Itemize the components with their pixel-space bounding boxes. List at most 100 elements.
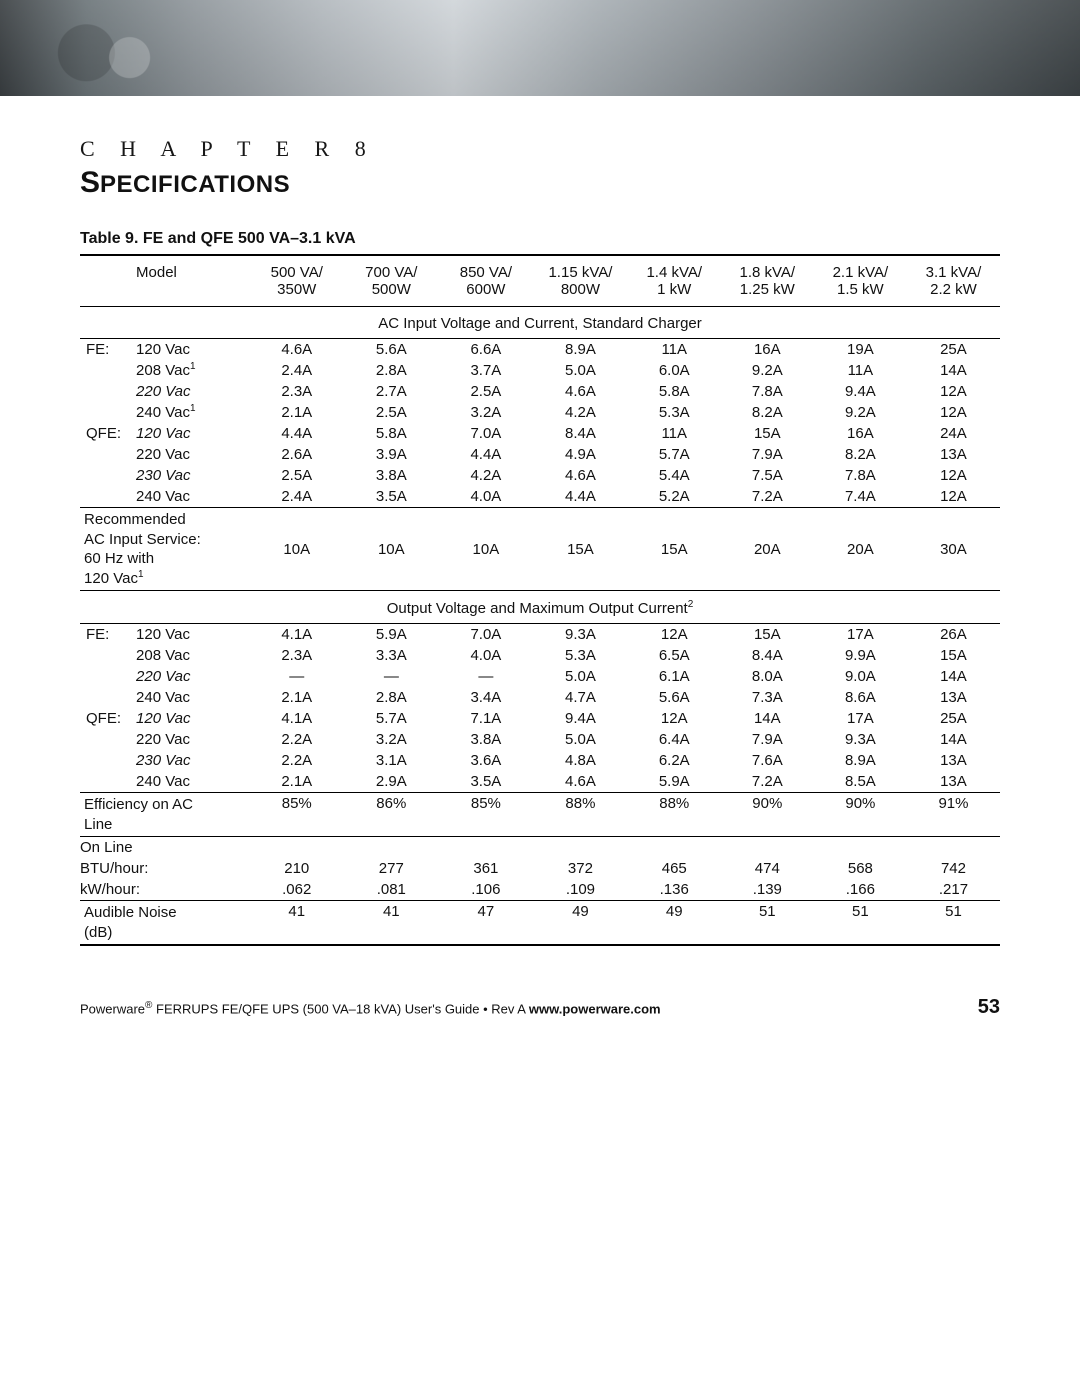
data-cell: 6.5A: [628, 645, 721, 666]
table-row: FE:120 Vac4.6A5.6A6.6A8.9A11A16A19A25A: [80, 339, 1000, 361]
row-prefix: [80, 771, 130, 792]
data-cell: 8.5A: [814, 771, 907, 792]
header-banner: [0, 0, 1080, 96]
data-cell: 5.3A: [533, 645, 628, 666]
row-label: 120 Vac: [130, 339, 249, 361]
data-cell: 7.5A: [721, 465, 814, 486]
page-number: 53: [978, 996, 1000, 1019]
data-cell: 2.2A: [249, 750, 344, 771]
data-cell: 6.2A: [628, 750, 721, 771]
data-cell: 7.8A: [814, 465, 907, 486]
data-cell: 2.5A: [439, 381, 534, 402]
row-label: 220 Vac: [130, 444, 249, 465]
row-prefix: [80, 402, 130, 423]
recommended-service-row: Recommended AC Input Service: 60 Hz with…: [80, 508, 1000, 591]
table-row: 240 Vac2.1A2.8A3.4A4.7A5.6A7.3A8.6A13A: [80, 687, 1000, 708]
data-cell: 5.9A: [344, 624, 439, 646]
data-cell: 7.0A: [439, 624, 534, 646]
data-cell: 5.6A: [344, 339, 439, 361]
data-cell: 7.4A: [814, 486, 907, 507]
data-cell: 4.2A: [533, 402, 628, 423]
data-cell: 13A: [907, 687, 1000, 708]
table-row: QFE:120 Vac4.1A5.7A7.1A9.4A12A14A17A25A: [80, 708, 1000, 729]
data-cell: 5.7A: [628, 444, 721, 465]
footer-text: Powerware® FERRUPS FE/QFE UPS (500 VA–18…: [80, 1001, 661, 1016]
row-label: 240 Vac1: [130, 402, 249, 423]
data-cell: —: [249, 666, 344, 687]
data-cell: 4.4A: [439, 444, 534, 465]
table-row: 220 Vac2.6A3.9A4.4A4.9A5.7A7.9A8.2A13A: [80, 444, 1000, 465]
col-14kva: 1.4 kVA/1 kW: [628, 255, 721, 307]
row-label: 120 Vac: [130, 708, 249, 729]
data-cell: 26A: [907, 624, 1000, 646]
data-cell: 3.6A: [439, 750, 534, 771]
data-cell: 13A: [907, 771, 1000, 792]
table-header: Model 500 VA/350W 700 VA/500W 850 VA/600…: [80, 255, 1000, 307]
data-cell: 6.1A: [628, 666, 721, 687]
row-prefix: [80, 486, 130, 507]
data-cell: 9.0A: [814, 666, 907, 687]
data-cell: 3.2A: [439, 402, 534, 423]
data-cell: 2.2A: [249, 729, 344, 750]
row-prefix: [80, 750, 130, 771]
data-cell: 5.0A: [533, 360, 628, 381]
data-cell: 3.7A: [439, 360, 534, 381]
data-cell: 2.3A: [249, 381, 344, 402]
data-cell: 2.4A: [249, 360, 344, 381]
data-cell: 14A: [721, 708, 814, 729]
data-cell: 17A: [814, 708, 907, 729]
data-cell: 4.4A: [533, 486, 628, 507]
row-prefix: [80, 687, 130, 708]
data-cell: 4.6A: [533, 381, 628, 402]
row-label: 208 Vac: [130, 645, 249, 666]
data-cell: 7.6A: [721, 750, 814, 771]
data-cell: 9.3A: [533, 624, 628, 646]
row-prefix: FE:: [80, 339, 130, 361]
row-prefix: [80, 360, 130, 381]
data-cell: 17A: [814, 624, 907, 646]
data-cell: 2.1A: [249, 771, 344, 792]
row-prefix: QFE:: [80, 423, 130, 444]
data-cell: 5.2A: [628, 486, 721, 507]
data-cell: 14A: [907, 666, 1000, 687]
table-row: 240 Vac2.4A3.5A4.0A4.4A5.2A7.2A7.4A12A: [80, 486, 1000, 507]
data-cell: 12A: [628, 624, 721, 646]
data-cell: 11A: [814, 360, 907, 381]
row-label: 240 Vac: [130, 771, 249, 792]
data-cell: 5.4A: [628, 465, 721, 486]
btu-row: BTU/hour: 210 277 361 372 465 474 568 74…: [80, 858, 1000, 879]
table-row: 230 Vac2.5A3.8A4.2A4.6A5.4A7.5A7.8A12A: [80, 465, 1000, 486]
kwh-row: kW/hour: .062 .081 .106 .109 .136 .139 .…: [80, 879, 1000, 900]
section-ac-input: AC Input Voltage and Current, Standard C…: [80, 307, 1000, 339]
data-cell: 5.3A: [628, 402, 721, 423]
data-cell: 5.0A: [533, 666, 628, 687]
efficiency-row: Efficiency on AC Line 85% 86% 85% 88% 88…: [80, 793, 1000, 837]
data-cell: 14A: [907, 360, 1000, 381]
data-cell: 7.2A: [721, 771, 814, 792]
data-cell: 5.6A: [628, 687, 721, 708]
table-row: FE:120 Vac4.1A5.9A7.0A9.3A12A15A17A26A: [80, 624, 1000, 646]
data-cell: 12A: [628, 708, 721, 729]
data-cell: 3.2A: [344, 729, 439, 750]
page-title: SPECIFICATIONS: [80, 166, 1000, 200]
section-output: Output Voltage and Maximum Output Curren…: [80, 591, 1000, 624]
row-label: 230 Vac: [130, 465, 249, 486]
table-row: 240 Vac2.1A2.9A3.5A4.6A5.9A7.2A8.5A13A: [80, 771, 1000, 792]
col-21kva: 2.1 kVA/1.5 kW: [814, 255, 907, 307]
data-cell: 8.2A: [814, 444, 907, 465]
col-700va: 700 VA/500W: [344, 255, 439, 307]
data-cell: 9.4A: [814, 381, 907, 402]
data-cell: 2.4A: [249, 486, 344, 507]
data-cell: 5.0A: [533, 729, 628, 750]
data-cell: 15A: [907, 645, 1000, 666]
data-cell: 5.8A: [628, 381, 721, 402]
data-cell: 25A: [907, 339, 1000, 361]
data-cell: 3.5A: [439, 771, 534, 792]
chapter-label: C H A P T E R 8: [80, 136, 1000, 162]
data-cell: 4.6A: [533, 465, 628, 486]
col-18kva: 1.8 kVA/1.25 kW: [721, 255, 814, 307]
row-label: 220 Vac: [130, 381, 249, 402]
data-cell: 9.2A: [814, 402, 907, 423]
table-caption: Table 9. FE and QFE 500 VA–3.1 kVA: [80, 230, 1000, 248]
row-prefix: [80, 444, 130, 465]
